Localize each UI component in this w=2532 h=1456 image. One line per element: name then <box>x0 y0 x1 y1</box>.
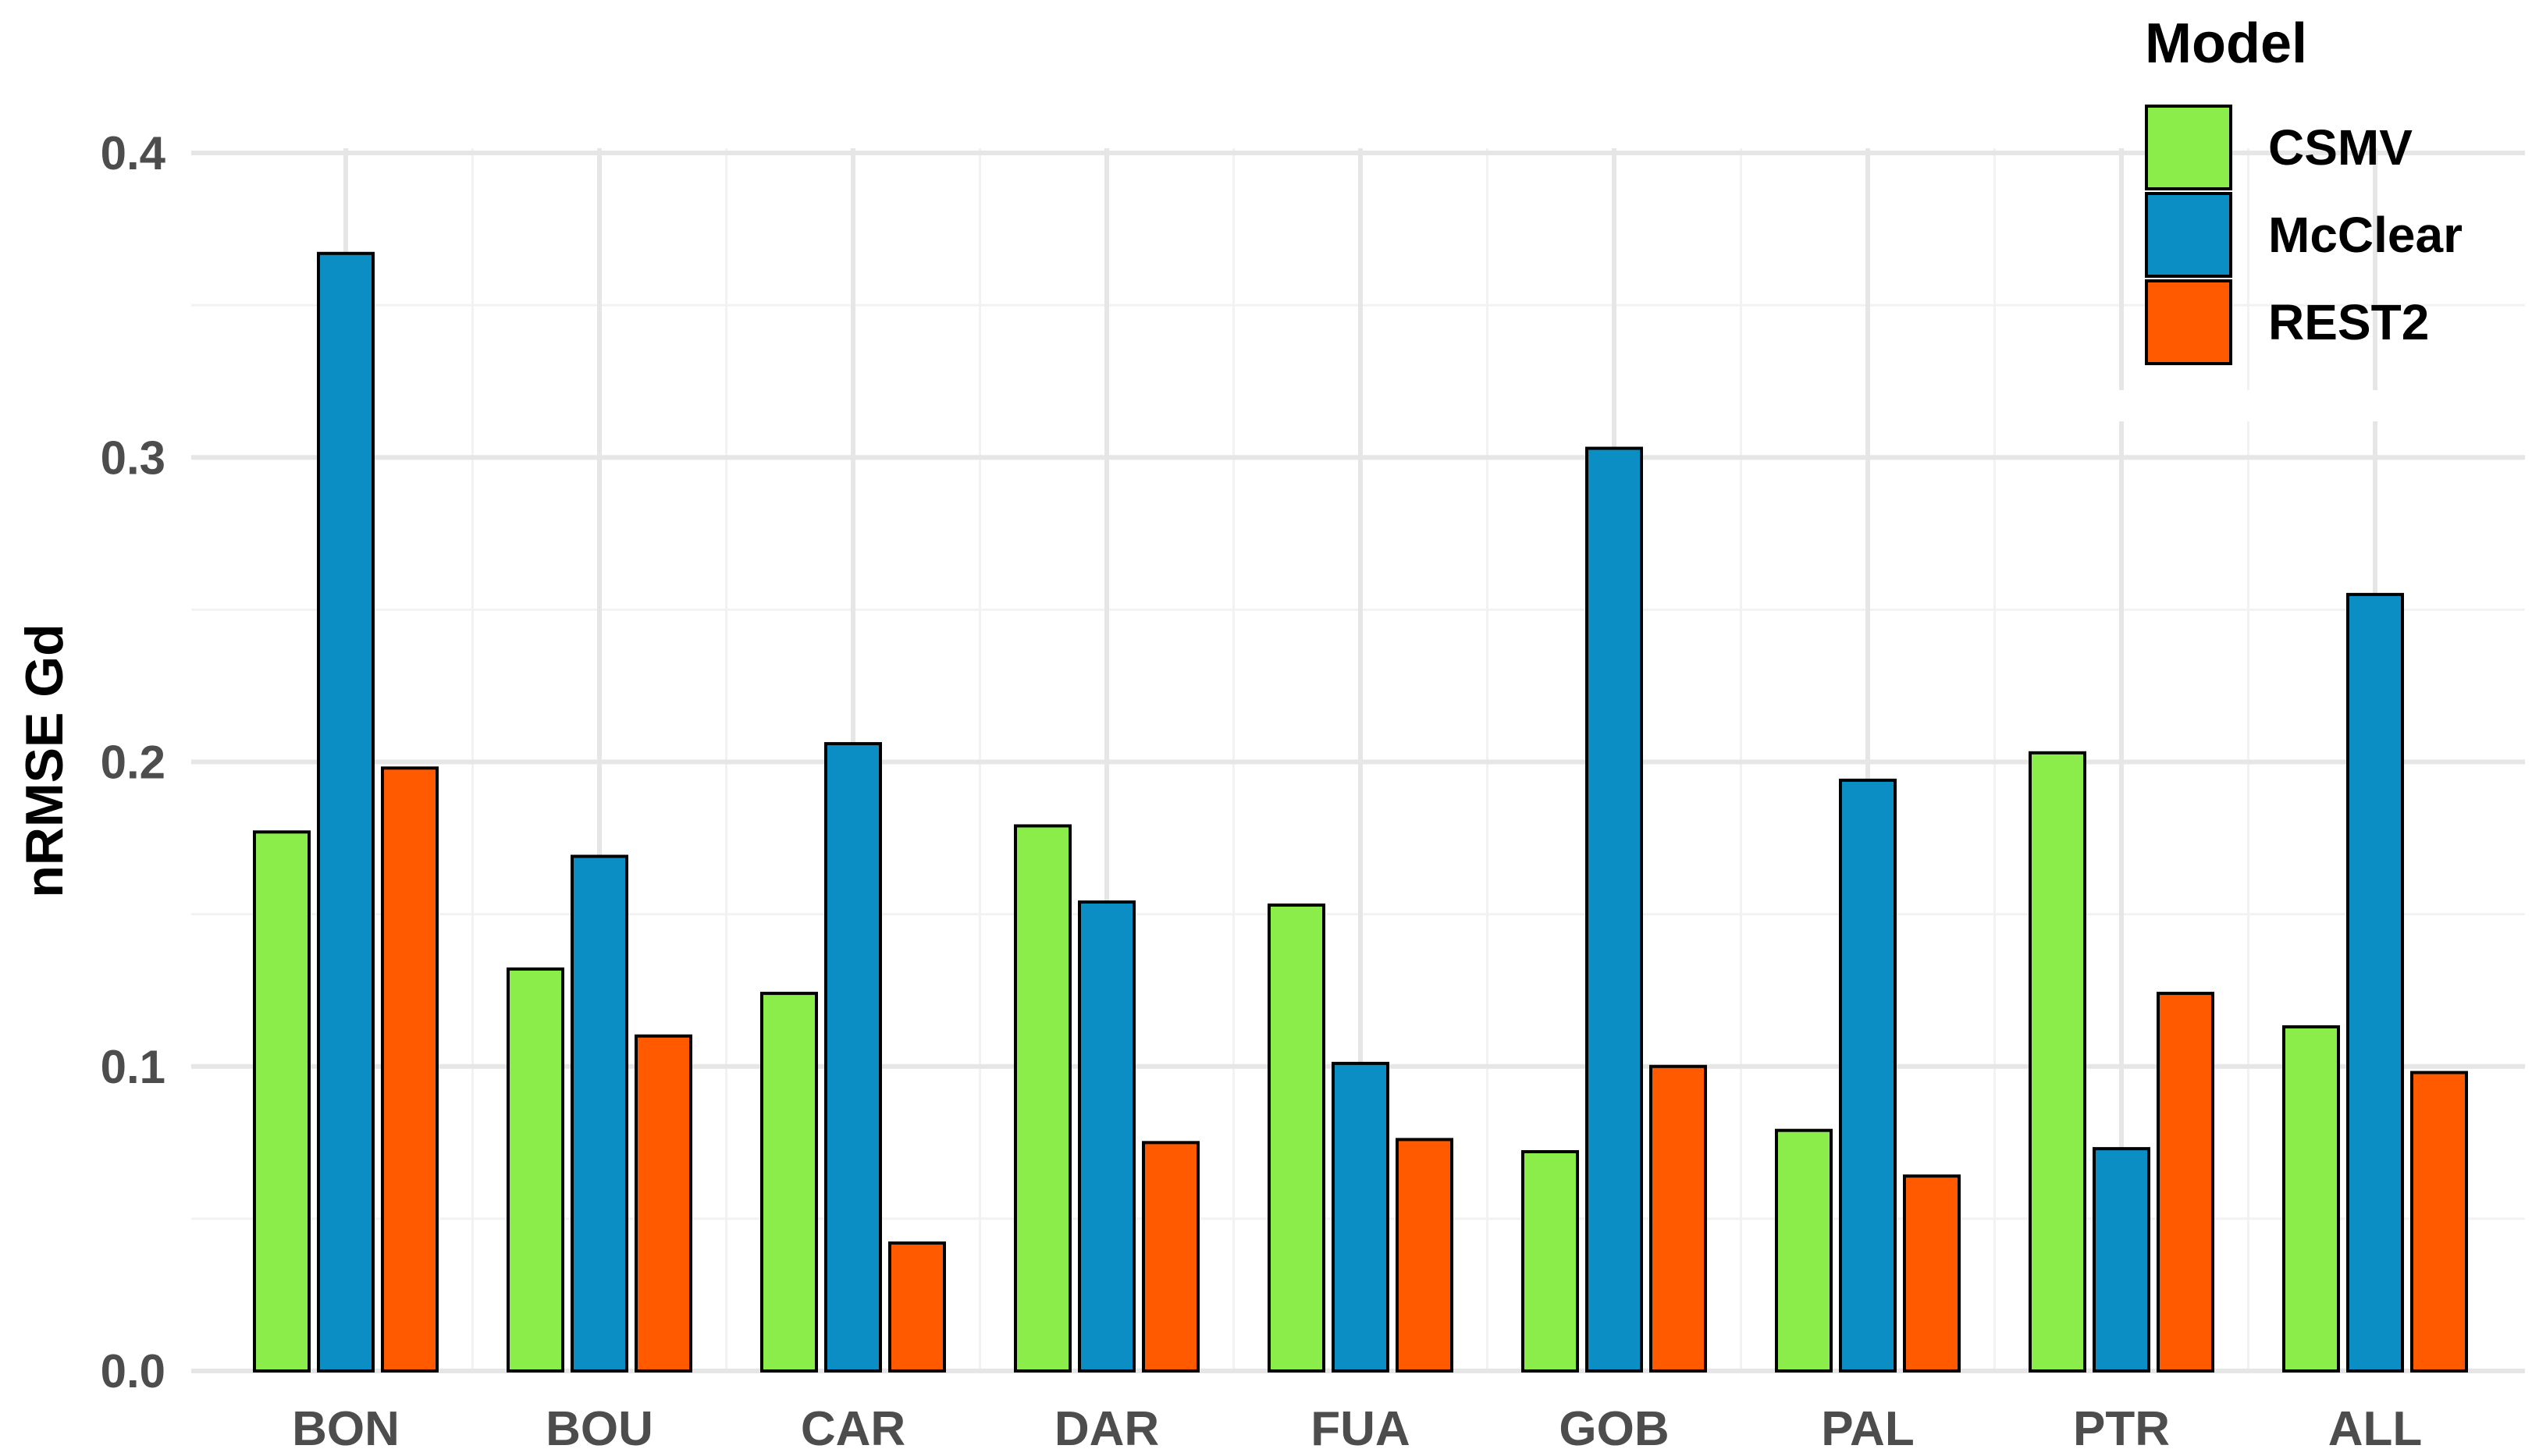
y-tick-label: 0.0 <box>101 1345 165 1397</box>
bar-rest2-gob <box>1649 1064 1707 1373</box>
legend-items: CSMV McClear REST2 <box>2145 105 2463 365</box>
x-tick-label: ALL <box>2328 1402 2423 1456</box>
bar-mcclear-car <box>824 742 882 1373</box>
x-tick-label: BOU <box>546 1402 653 1456</box>
bar-csmv-dar <box>1014 824 1072 1373</box>
legend-key-csmv <box>2145 105 2232 190</box>
x-tick-label: PAL <box>1821 1402 1914 1456</box>
x-axis-ticks: BON BOU CAR DAR FUA GOB PAL PTR ALL <box>292 1402 2422 1456</box>
bar-csmv-bon <box>253 830 311 1373</box>
bar-csmv-bou <box>507 967 564 1373</box>
bar-rest2-car <box>888 1241 946 1373</box>
bar-csmv-fua <box>1268 903 1325 1373</box>
x-tick-label: DAR <box>1054 1402 1159 1456</box>
y-axis-title: nRMSE Gd <box>15 623 74 897</box>
bar-mcclear-ptr <box>2093 1147 2150 1373</box>
bar-rest2-all <box>2410 1071 2468 1373</box>
legend-label-csmv: CSMV <box>2268 119 2413 176</box>
y-tick-label: 0.3 <box>101 431 165 484</box>
bar-rest2-ptr <box>2157 992 2214 1373</box>
bar-csmv-all <box>2282 1025 2340 1373</box>
bar-rest2-bou <box>635 1034 692 1373</box>
y-axis-ticks: 0.0 0.1 0.2 0.3 0.4 <box>101 127 166 1397</box>
legend-label-mcclear: McClear <box>2268 207 2463 263</box>
bar-mcclear-bon <box>317 251 375 1373</box>
bar-mcclear-pal <box>1839 778 1897 1373</box>
bar-csmv-car <box>760 992 818 1373</box>
x-tick-label: BON <box>292 1402 400 1456</box>
x-tick-label: CAR <box>801 1402 905 1456</box>
bar-mcclear-all <box>2346 592 2404 1373</box>
bar-rest2-fua <box>1396 1138 1453 1373</box>
y-tick-label: 0.2 <box>101 737 165 789</box>
y-tick-label: 0.4 <box>101 127 166 179</box>
bar-csmv-gob <box>1521 1150 1579 1373</box>
legend-key-rest2 <box>2145 279 2232 365</box>
legend-label-rest2: REST2 <box>2268 294 2429 350</box>
x-tick-label: PTR <box>2073 1402 2170 1456</box>
bar-csmv-ptr <box>2029 751 2086 1373</box>
legend: Model CSMV McClear REST2 <box>2107 12 2532 421</box>
legend-title: Model <box>2145 12 2307 75</box>
y-tick-label: 0.1 <box>101 1041 165 1093</box>
bar-csmv-pal <box>1775 1128 1833 1373</box>
bar-mcclear-bou <box>571 854 628 1373</box>
bars <box>253 251 2468 1373</box>
bar-rest2-pal <box>1903 1174 1961 1373</box>
bar-rest2-dar <box>1142 1141 1200 1373</box>
bar-mcclear-gob <box>1585 446 1643 1373</box>
bar-mcclear-dar <box>1078 900 1136 1373</box>
x-tick-label: GOB <box>1559 1402 1669 1456</box>
bar-rest2-bon <box>381 766 439 1373</box>
x-tick-label: FUA <box>1310 1402 1410 1456</box>
bar-mcclear-fua <box>1332 1061 1389 1373</box>
legend-background <box>2107 390 2532 421</box>
legend-key-mcclear <box>2145 192 2232 278</box>
